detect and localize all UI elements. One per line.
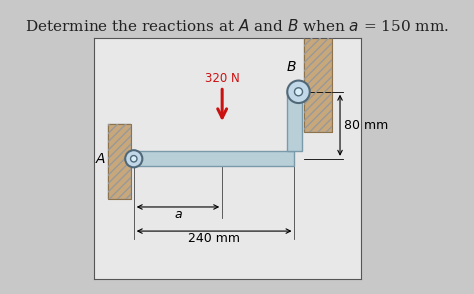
Bar	[304, 25, 332, 132]
Bar	[134, 151, 294, 166]
Bar	[287, 92, 302, 151]
Circle shape	[287, 81, 310, 103]
Bar	[109, 124, 131, 199]
Circle shape	[125, 150, 142, 167]
Bar	[109, 124, 131, 199]
Bar	[304, 25, 332, 132]
Text: 80 mm: 80 mm	[344, 119, 388, 132]
Circle shape	[294, 88, 302, 96]
Text: 240 mm: 240 mm	[188, 232, 240, 245]
Text: $A$: $A$	[95, 152, 106, 166]
Circle shape	[130, 156, 137, 162]
Bar	[302, 88, 304, 95]
Text: $B$: $B$	[286, 60, 297, 74]
Text: $a$: $a$	[173, 208, 182, 221]
Text: 320 N: 320 N	[205, 72, 239, 85]
Text: Determine the reactions at $A$ and $B$ when $a$ = 150 mm.: Determine the reactions at $A$ and $B$ w…	[25, 18, 449, 34]
